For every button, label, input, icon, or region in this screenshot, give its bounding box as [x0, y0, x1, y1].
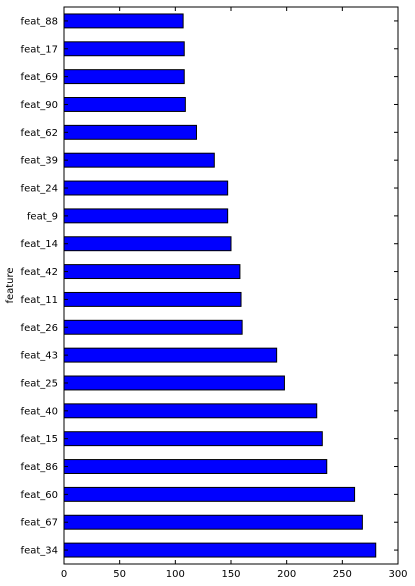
x-tick-label: 150	[221, 569, 240, 580]
y-tick-label: feat_26	[21, 323, 58, 334]
y-tick-label: feat_17	[21, 44, 58, 55]
bar-feat_88	[63, 13, 184, 29]
bar-feat_11	[63, 291, 242, 307]
bar-feat_40	[63, 403, 318, 419]
bar-feat_62	[63, 124, 197, 140]
x-tick-label: 250	[333, 569, 352, 580]
bar-feat_69	[63, 69, 185, 85]
x-tick-label: 200	[277, 569, 296, 580]
bar-feat_43	[63, 347, 278, 363]
y-tick-label: feat_24	[21, 184, 58, 195]
y-tick-label: feat_43	[21, 351, 58, 362]
bar-feat_39	[63, 152, 215, 168]
bar-feat_42	[63, 264, 241, 280]
bar-feat_90	[63, 97, 186, 112]
bar-feat_14	[63, 236, 232, 252]
x-tick-label: 0	[61, 569, 67, 580]
y-tick-label: feat_40	[21, 406, 58, 417]
labels-layer: feat_88feat_17feat_69feat_90feat_62feat_…	[21, 16, 408, 580]
bar-feat_17	[63, 41, 185, 57]
x-tick-label: 300	[388, 569, 407, 580]
bar-feat_15	[63, 431, 323, 447]
x-tick-label: 100	[166, 569, 185, 580]
bars-layer	[63, 13, 377, 558]
y-tick-label: feat_90	[21, 100, 58, 111]
y-tick-label: feat_25	[21, 378, 58, 389]
y-tick-label: feat_11	[21, 295, 58, 306]
plot-frame	[63, 6, 399, 565]
y-tick-label: feat_42	[21, 267, 58, 278]
y-tick-label: feat_88	[21, 16, 58, 27]
y-axis-label: feature	[5, 267, 16, 303]
y-tick-label: feat_39	[21, 156, 58, 167]
y-tick-label: feat_14	[21, 239, 58, 250]
bar-feat_34	[63, 542, 377, 558]
y-tick-label: feat_34	[21, 546, 58, 557]
x-tick-label: 50	[113, 569, 126, 580]
y-tick-label: feat_15	[21, 434, 58, 445]
bar-feat_25	[63, 375, 285, 391]
bar-feat_86	[63, 459, 328, 474]
bar-feat_9	[63, 208, 229, 224]
bar-feat_26	[63, 319, 243, 335]
bar-feat_67	[63, 514, 363, 530]
y-tick-label: feat_67	[21, 518, 58, 529]
y-tick-label: feat_69	[21, 72, 58, 83]
y-tick-label: feat_9	[27, 211, 58, 222]
y-tick-label: feat_62	[21, 128, 58, 139]
y-tick-label: feat_86	[21, 462, 58, 473]
y-tick-label: feat_60	[21, 490, 58, 501]
bar-feat_60	[63, 486, 356, 502]
bar-feat_24	[63, 180, 229, 196]
ticks-layer	[63, 7, 399, 564]
